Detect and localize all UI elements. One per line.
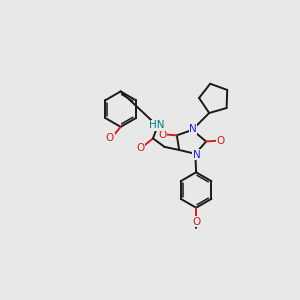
Text: HN: HN — [149, 120, 165, 130]
Text: N: N — [189, 124, 197, 134]
Text: O: O — [158, 130, 166, 140]
Text: O: O — [192, 217, 200, 226]
Text: O: O — [136, 143, 145, 153]
Text: O: O — [217, 136, 225, 146]
Text: O: O — [106, 134, 114, 143]
Text: N: N — [193, 150, 201, 160]
